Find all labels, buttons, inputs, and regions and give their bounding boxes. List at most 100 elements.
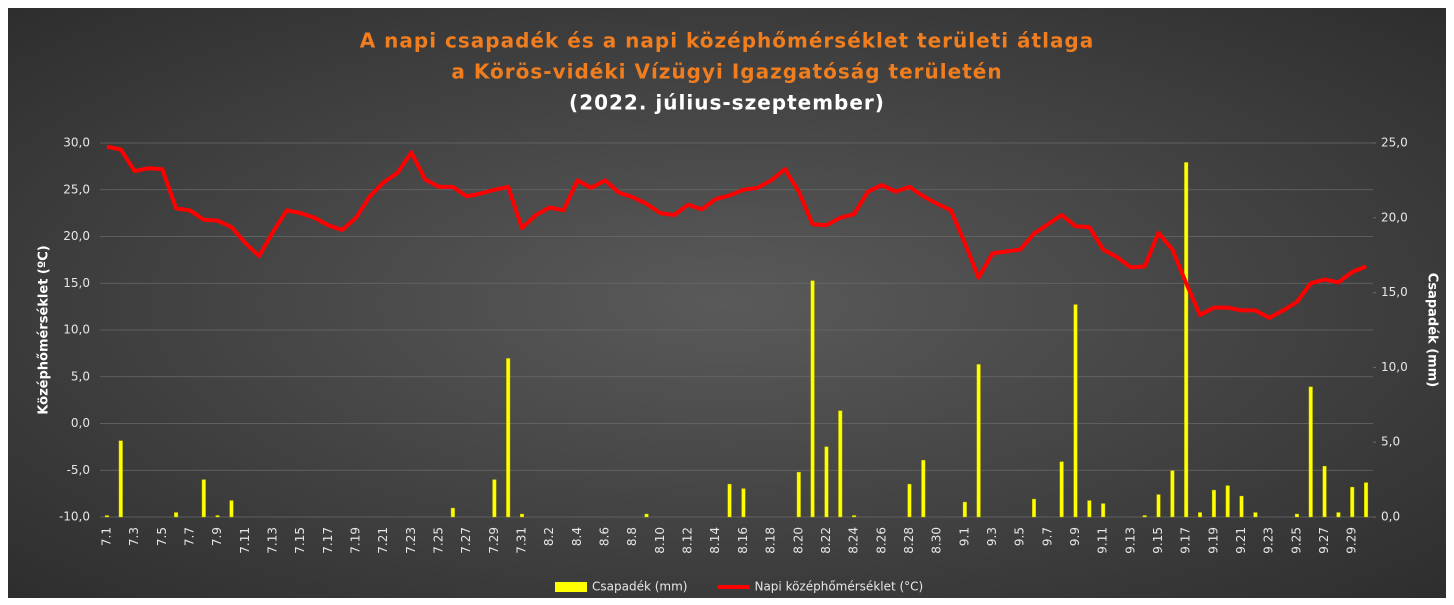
bar [174, 512, 179, 518]
x-tick-label: 9.29 [1345, 527, 1359, 554]
x-tick-label: 7.3 [127, 527, 141, 546]
x-tick-label: 7.31 [515, 527, 529, 554]
x-tick-label: 9.11 [1096, 527, 1110, 554]
x-tick-label: 9.15 [1151, 527, 1165, 554]
x-tick-label: 8.12 [681, 527, 695, 554]
bar [520, 513, 525, 518]
bar [201, 479, 206, 518]
bar [1073, 304, 1078, 518]
x-tick-label: 9.3 [985, 527, 999, 546]
x-tick-label: 8.2 [542, 527, 556, 546]
x-tick-label: 8.4 [570, 527, 584, 546]
y-tick-label: -10,0 [59, 510, 90, 524]
bar [1350, 486, 1355, 518]
bar [450, 507, 455, 518]
x-tick-label: 8.28 [902, 527, 916, 554]
y-tick-label: 0,0 [71, 416, 90, 430]
line [106, 144, 1367, 320]
y2-tick-label: 5,0 [1381, 435, 1400, 449]
bar [1322, 465, 1327, 518]
x-tick-label: 7.27 [459, 527, 473, 554]
bar [118, 440, 123, 518]
bar [1336, 512, 1341, 518]
x-tick-label: 8.20 [791, 527, 805, 554]
bar [1087, 500, 1092, 518]
x-tick-label: 7.17 [321, 527, 335, 554]
bar [976, 364, 981, 518]
bar [741, 488, 746, 518]
x-tick-label: 7.21 [376, 527, 390, 554]
x-tick-label: 8.16 [736, 527, 750, 554]
chart-title: A napi csapadék és a napi középhőmérsékl… [360, 29, 1095, 53]
y-tick-label: 5,0 [71, 369, 90, 383]
bar [1170, 470, 1175, 518]
x-tick-label: 8.18 [764, 527, 778, 554]
x-tick-label: 8.22 [819, 527, 833, 554]
legend-label: Napi középhőmérséklet (°C) [754, 580, 923, 594]
y2-tick-label: 0,0 [1381, 510, 1400, 524]
bar [229, 500, 234, 518]
x-tick-label: 7.29 [487, 527, 501, 554]
x-tick-label: 9.21 [1234, 527, 1248, 554]
x-tick-label: 8.26 [874, 527, 888, 554]
x-tick-label: 9.5 [1013, 527, 1027, 546]
chart-title: a Körös-vidéki Vízügyi Igazgatóság terül… [451, 60, 1002, 84]
x-tick-label: 9.19 [1206, 527, 1220, 554]
bar [1225, 485, 1230, 518]
y-tick-label: 10,0 [63, 323, 90, 337]
x-tick-label: 9.23 [1262, 527, 1276, 554]
y2-tick-label: 25,0 [1381, 136, 1408, 150]
bar [1059, 461, 1064, 518]
x-tick-label: 8.6 [598, 527, 612, 546]
bar [852, 515, 857, 518]
bar [104, 515, 109, 518]
legend-label: Csapadék (mm) [592, 580, 687, 594]
y-axis-title: Középhőmérséklet (ºC) [37, 245, 52, 414]
x-tick-label: 8.14 [708, 527, 722, 554]
y-tick-label: 25,0 [63, 182, 90, 196]
bar [796, 471, 801, 518]
bar [921, 459, 926, 518]
x-tick-label: 8.30 [930, 527, 944, 554]
x-tick-label: 7.7 [182, 527, 196, 546]
bar [492, 479, 497, 518]
y2-tick-label: 15,0 [1381, 285, 1408, 299]
x-tick-label: 9.1 [957, 527, 971, 546]
y2-axis-title: Csapadék (mm) [1425, 273, 1440, 387]
x-tick-label: 7.11 [238, 527, 252, 554]
bar [838, 410, 843, 518]
bar [1294, 513, 1299, 518]
x-tick-label: 9.7 [1040, 527, 1054, 546]
x-tick-label: 9.17 [1179, 527, 1193, 554]
legend-swatch [555, 582, 587, 592]
x-tick-label: 7.25 [432, 527, 446, 554]
bar [727, 483, 732, 518]
bar [1308, 386, 1313, 518]
y-tick-label: 20,0 [63, 229, 90, 243]
bar [506, 358, 511, 518]
bar [1184, 162, 1189, 518]
y-tick-label: 30,0 [63, 136, 90, 150]
x-tick-label: 7.5 [155, 527, 169, 546]
bar [1198, 512, 1203, 518]
bar [1211, 489, 1216, 518]
bar [215, 515, 220, 518]
bar [962, 501, 967, 518]
x-tick-label: 7.15 [293, 527, 307, 554]
bar [810, 280, 815, 518]
bar [1156, 494, 1161, 518]
y-tick-label: -5,0 [67, 463, 90, 477]
x-tick-label: 7.9 [210, 527, 224, 546]
x-tick-label: 7.13 [265, 527, 279, 554]
x-tick-label: 9.9 [1068, 527, 1082, 546]
x-tick-label: 8.10 [653, 527, 667, 554]
bar [644, 513, 649, 518]
bar [1253, 512, 1258, 518]
x-tick-label: 9.27 [1317, 527, 1331, 554]
y2-tick-label: 10,0 [1381, 360, 1408, 374]
x-tick-label: 7.23 [404, 527, 418, 554]
chart-subtitle: (2022. július-szeptember) [569, 91, 885, 115]
x-tick-label: 7.1 [99, 527, 113, 546]
bar [907, 483, 912, 518]
